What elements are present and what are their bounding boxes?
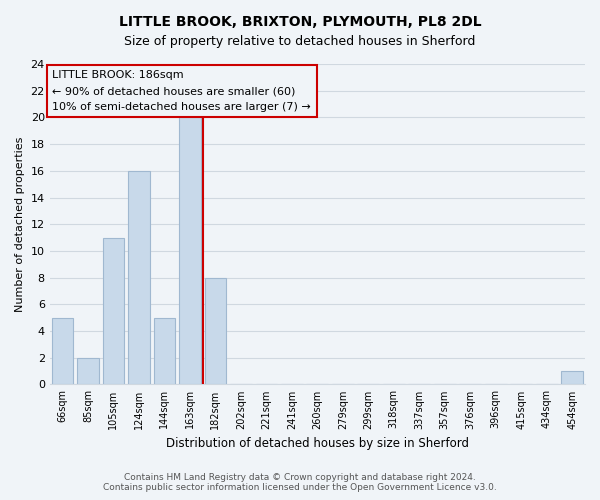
Bar — [77, 358, 99, 384]
X-axis label: Distribution of detached houses by size in Sherford: Distribution of detached houses by size … — [166, 437, 469, 450]
Bar — [205, 278, 226, 384]
Bar — [103, 238, 124, 384]
Text: Contains HM Land Registry data © Crown copyright and database right 2024.
Contai: Contains HM Land Registry data © Crown c… — [103, 473, 497, 492]
Text: LITTLE BROOK, BRIXTON, PLYMOUTH, PL8 2DL: LITTLE BROOK, BRIXTON, PLYMOUTH, PL8 2DL — [119, 15, 481, 29]
Bar — [179, 118, 201, 384]
Text: LITTLE BROOK: 186sqm
← 90% of detached houses are smaller (60)
10% of semi-detac: LITTLE BROOK: 186sqm ← 90% of detached h… — [52, 70, 311, 112]
Y-axis label: Number of detached properties: Number of detached properties — [15, 136, 25, 312]
Bar — [52, 318, 73, 384]
Bar — [562, 371, 583, 384]
Bar — [128, 171, 150, 384]
Text: Size of property relative to detached houses in Sherford: Size of property relative to detached ho… — [124, 35, 476, 48]
Bar — [154, 318, 175, 384]
